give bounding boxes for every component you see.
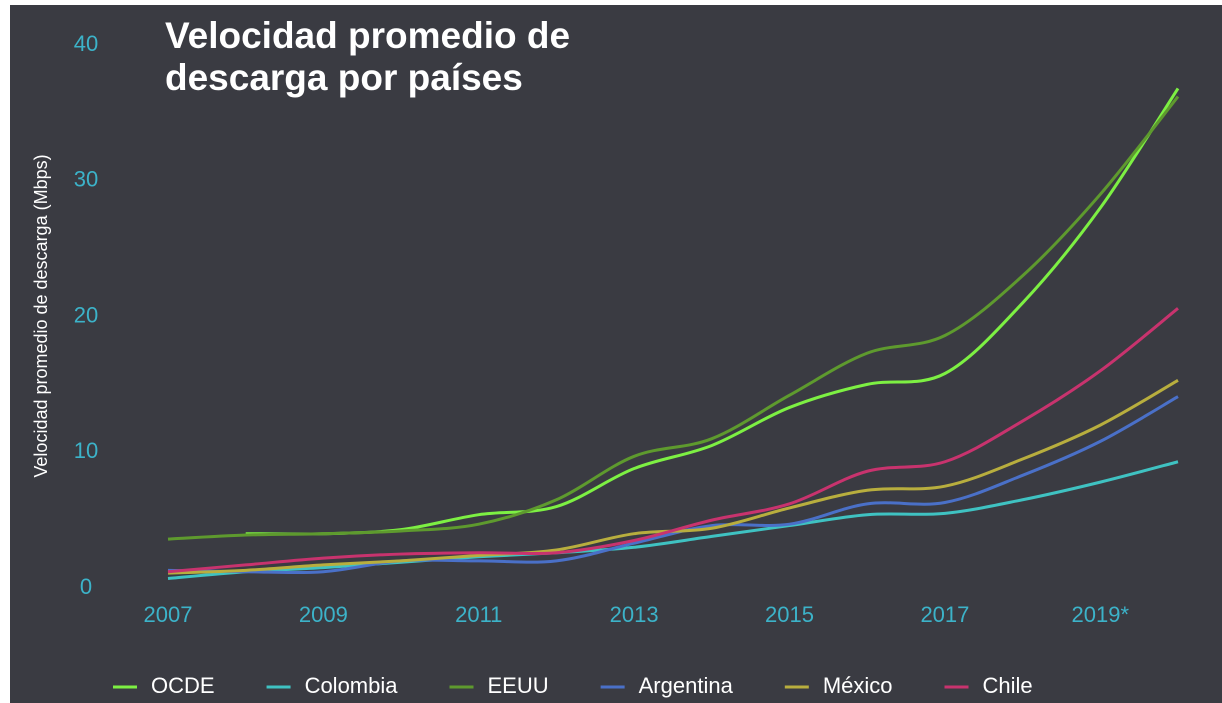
x-tick-label: 2007	[144, 602, 193, 627]
x-tick-label: 2015	[765, 602, 814, 627]
legend-label: México	[823, 673, 893, 698]
legend-label: Chile	[983, 673, 1033, 698]
y-tick-label: 10	[74, 438, 98, 463]
series-line	[167, 307, 1179, 574]
x-tick-label: 2013	[610, 602, 659, 627]
series-line	[167, 460, 1179, 580]
y-tick-label: 40	[74, 31, 98, 56]
chart-title: Velocidad promedio de descarga por paíse…	[165, 15, 571, 98]
legend-label: Argentina	[639, 673, 734, 698]
series-line	[167, 95, 1180, 541]
y-tick-label: 0	[80, 574, 92, 599]
series-line	[167, 379, 1179, 575]
x-tick-label: 2011	[455, 602, 502, 627]
series-line	[167, 395, 1179, 575]
series-line	[245, 87, 1180, 536]
chart-background	[10, 5, 1222, 703]
x-tick-label: 2019*	[1072, 602, 1130, 627]
legend-label: Colombia	[305, 673, 399, 698]
x-tick-label: 2009	[299, 602, 348, 627]
legend-label: OCDE	[151, 673, 215, 698]
y-tick-label: 30	[74, 167, 98, 192]
x-tick-label: 2017	[920, 602, 969, 627]
legend-label: EEUU	[488, 673, 549, 698]
y-axis-label: Velocidad promedio de descarga (Mbps)	[31, 154, 51, 477]
y-tick-label: 20	[74, 302, 98, 327]
